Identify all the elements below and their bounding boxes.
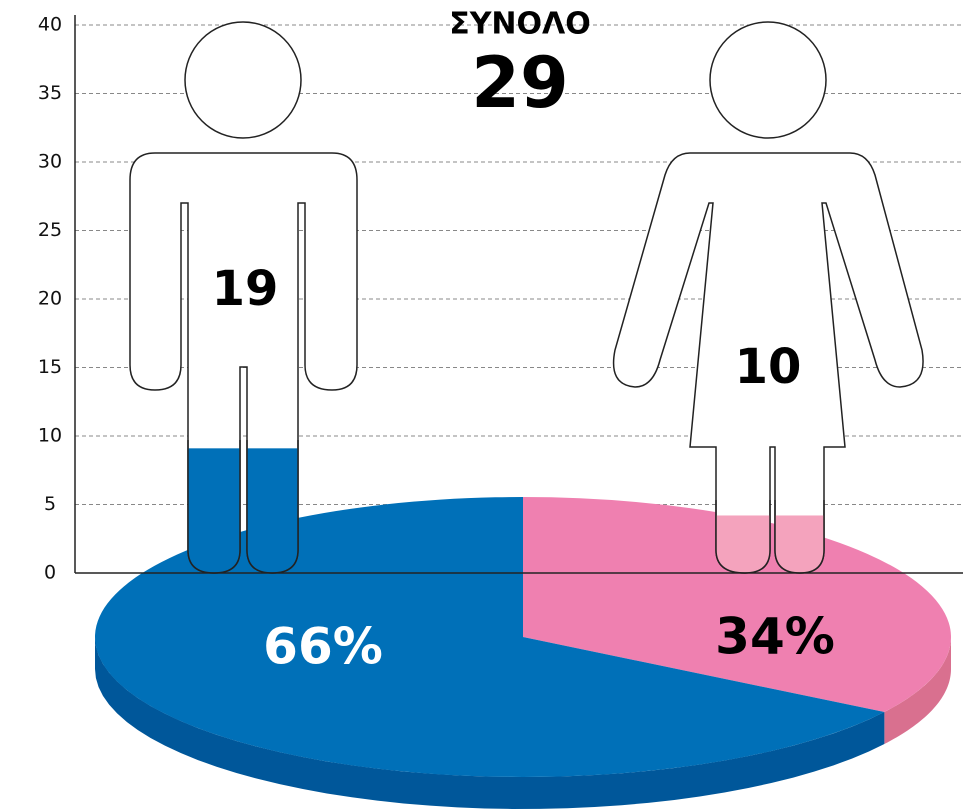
pie-side <box>95 637 885 809</box>
male-head <box>184 21 302 139</box>
female-head <box>709 21 827 139</box>
pie-label: 66% <box>263 618 383 676</box>
chart-title: ΣΥΝΟΛΟ <box>449 7 591 42</box>
pie-side <box>884 637 951 745</box>
figure-value: 10 <box>735 339 802 395</box>
total: 29 <box>471 42 568 124</box>
pie-slice <box>523 497 952 713</box>
y-tick-label: 30 <box>38 151 62 173</box>
y-tick-label: 40 <box>38 14 62 36</box>
y-tick-label: 5 <box>44 493 56 515</box>
y-tick-label: 25 <box>38 219 62 241</box>
y-tick-label: 10 <box>38 425 62 447</box>
y-tick-label: 35 <box>38 82 62 104</box>
female-body <box>612 152 924 574</box>
pie-label: 34% <box>715 608 835 666</box>
figure-value: 19 <box>212 261 279 317</box>
male-body <box>129 152 358 574</box>
y-tick-label: 20 <box>38 288 62 310</box>
y-tick-label: 15 <box>38 356 62 378</box>
y-tick-label: 0 <box>44 562 56 584</box>
